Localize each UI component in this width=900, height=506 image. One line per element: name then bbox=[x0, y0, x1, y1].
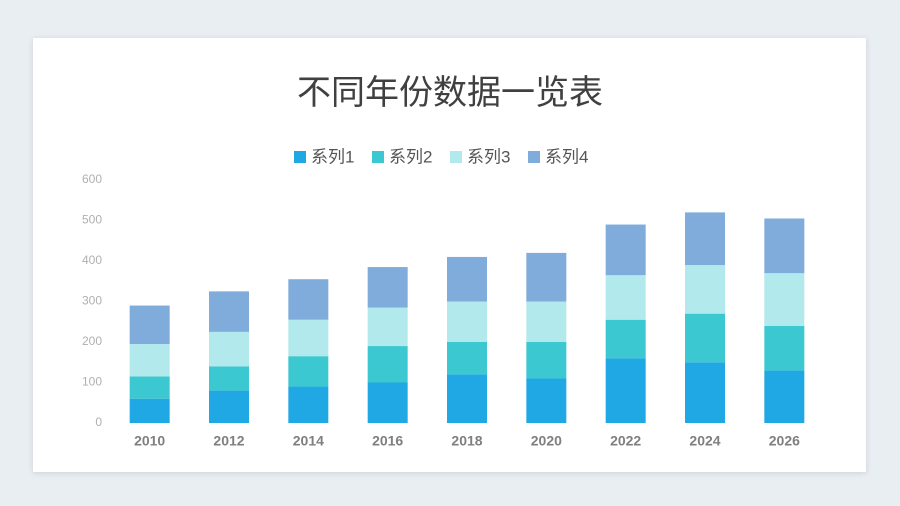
x-tick-label: 2024 bbox=[689, 433, 720, 449]
bar-segment bbox=[526, 378, 567, 423]
bar-segment bbox=[288, 386, 329, 423]
bar-segment bbox=[764, 273, 805, 326]
bar-segment bbox=[526, 301, 567, 342]
bar-segment bbox=[685, 212, 725, 266]
bar-segment bbox=[764, 370, 805, 423]
bar-segment bbox=[685, 313, 725, 363]
bar-segment bbox=[605, 275, 646, 320]
bar-segment bbox=[447, 342, 487, 375]
bar-segment bbox=[447, 301, 487, 342]
bar-segment bbox=[129, 305, 170, 345]
legend-label: 系列4 bbox=[545, 147, 588, 166]
x-tick-label: 2020 bbox=[531, 433, 562, 449]
legend-swatch bbox=[372, 151, 384, 163]
bar-segment bbox=[526, 342, 567, 379]
legend-label: 系列3 bbox=[467, 147, 510, 166]
bar-segment bbox=[209, 390, 249, 423]
bar-segment bbox=[605, 224, 646, 276]
bar-segment bbox=[129, 376, 170, 399]
bar-segment bbox=[367, 267, 408, 308]
y-tick-label: 300 bbox=[82, 294, 102, 308]
bar-segment bbox=[367, 307, 408, 347]
x-tick-label: 2022 bbox=[610, 433, 641, 449]
bar-segment bbox=[129, 344, 170, 377]
legend-label: 系列1 bbox=[311, 147, 354, 166]
bar-segment bbox=[129, 398, 170, 423]
x-tick-label: 2026 bbox=[769, 433, 800, 449]
chart-title: 不同年份数据一览表 bbox=[297, 74, 603, 112]
bar-segment bbox=[209, 291, 249, 332]
x-tick-label: 2012 bbox=[213, 433, 244, 449]
y-tick-label: 0 bbox=[95, 415, 102, 429]
y-tick-label: 400 bbox=[82, 253, 102, 267]
bar-segment bbox=[447, 256, 487, 302]
bar-segment bbox=[764, 218, 805, 274]
x-tick-label: 2016 bbox=[372, 433, 403, 449]
legend-label: 系列2 bbox=[389, 147, 432, 166]
bar-segment bbox=[288, 279, 329, 320]
bar-segment bbox=[209, 366, 249, 391]
bar-segment bbox=[764, 325, 805, 371]
y-tick-label: 200 bbox=[82, 334, 102, 348]
legend-swatch bbox=[528, 151, 540, 163]
legend-swatch bbox=[450, 151, 462, 163]
y-tick-label: 500 bbox=[82, 213, 102, 227]
bar-segment bbox=[288, 319, 329, 357]
bar-segment bbox=[605, 358, 646, 423]
x-tick-label: 2014 bbox=[293, 433, 324, 449]
x-tick-label: 2018 bbox=[451, 433, 482, 449]
bar-segment bbox=[447, 374, 487, 423]
y-tick-label: 100 bbox=[82, 375, 102, 389]
bar-segment bbox=[526, 252, 567, 302]
bar-segment bbox=[209, 331, 249, 367]
bar-segment bbox=[685, 265, 725, 314]
bar-segment bbox=[367, 382, 408, 423]
bar-segment bbox=[288, 356, 329, 387]
bar-segment bbox=[605, 319, 646, 359]
legend-swatch bbox=[294, 151, 306, 163]
x-tick-label: 2010 bbox=[134, 433, 165, 449]
y-tick-label: 600 bbox=[82, 172, 102, 186]
bar-segment bbox=[367, 346, 408, 383]
bar-segment bbox=[685, 362, 725, 423]
